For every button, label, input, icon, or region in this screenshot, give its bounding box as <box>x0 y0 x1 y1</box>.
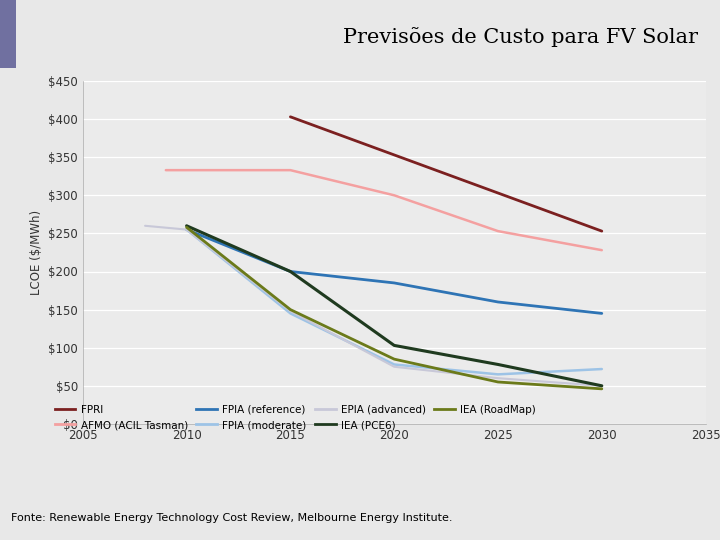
Legend: FPRI, AFMO (ACIL Tasman), FPIA (reference), FPIA (moderate), EPIA (advanced), IE: FPRI, AFMO (ACIL Tasman), FPIA (referenc… <box>55 405 536 430</box>
Text: Previsões de Custo para FV Solar: Previsões de Custo para FV Solar <box>343 27 698 47</box>
Bar <box>0 0 16 68</box>
Text: Fonte: Renewable Energy Technology Cost Review, Melbourne Energy Institute.: Fonte: Renewable Energy Technology Cost … <box>11 514 452 523</box>
Y-axis label: LCOE ($/MWh): LCOE ($/MWh) <box>30 210 42 295</box>
